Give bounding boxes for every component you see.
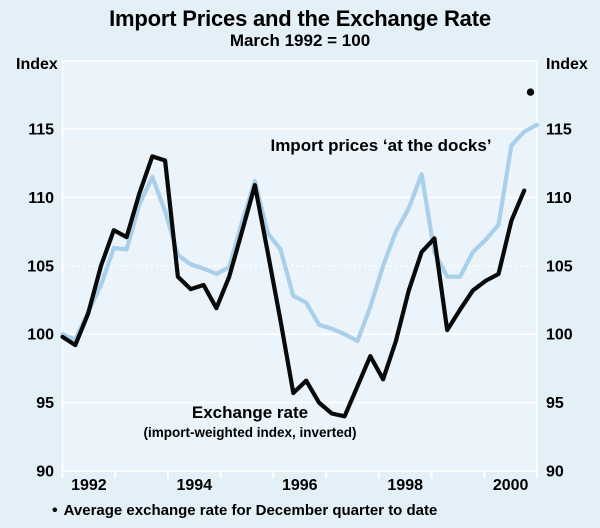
svg-text:115: 115 bbox=[28, 122, 54, 139]
series-label-import-prices: Import prices ‘at the docks’ bbox=[270, 136, 492, 155]
svg-text:95: 95 bbox=[546, 395, 564, 412]
bullet-dot-icon: • bbox=[52, 502, 58, 519]
right-axis-title: Index bbox=[546, 56, 588, 73]
svg-text:100: 100 bbox=[27, 327, 54, 344]
left-axis-title: Index bbox=[16, 56, 58, 73]
chart-title: Import Prices and the Exchange Rate bbox=[109, 6, 491, 31]
svg-text:1998: 1998 bbox=[387, 477, 423, 494]
svg-text:105: 105 bbox=[546, 258, 573, 275]
chart-subtitle: March 1992 = 100 bbox=[229, 31, 371, 50]
svg-text:1992: 1992 bbox=[71, 477, 107, 494]
svg-text:2000: 2000 bbox=[493, 477, 529, 494]
svg-text:115: 115 bbox=[546, 122, 572, 139]
svg-text:1996: 1996 bbox=[282, 477, 318, 494]
series-label-exchange-rate: Exchange rate bbox=[191, 403, 309, 422]
footnote: • Average exchange rate for December quar… bbox=[52, 502, 437, 520]
svg-text:90: 90 bbox=[546, 464, 564, 481]
svg-text:95: 95 bbox=[36, 395, 54, 412]
svg-text:90: 90 bbox=[36, 464, 54, 481]
svg-text:110: 110 bbox=[28, 190, 54, 207]
svg-text:110: 110 bbox=[546, 190, 572, 207]
svg-text:100: 100 bbox=[546, 327, 573, 344]
footnote-text: Average exchange rate for December quart… bbox=[63, 502, 438, 519]
svg-text:1994: 1994 bbox=[177, 477, 213, 494]
series-label-exchange-rate-subtitle: (import-weighted index, inverted) bbox=[143, 425, 357, 440]
svg-text:105: 105 bbox=[27, 258, 54, 275]
